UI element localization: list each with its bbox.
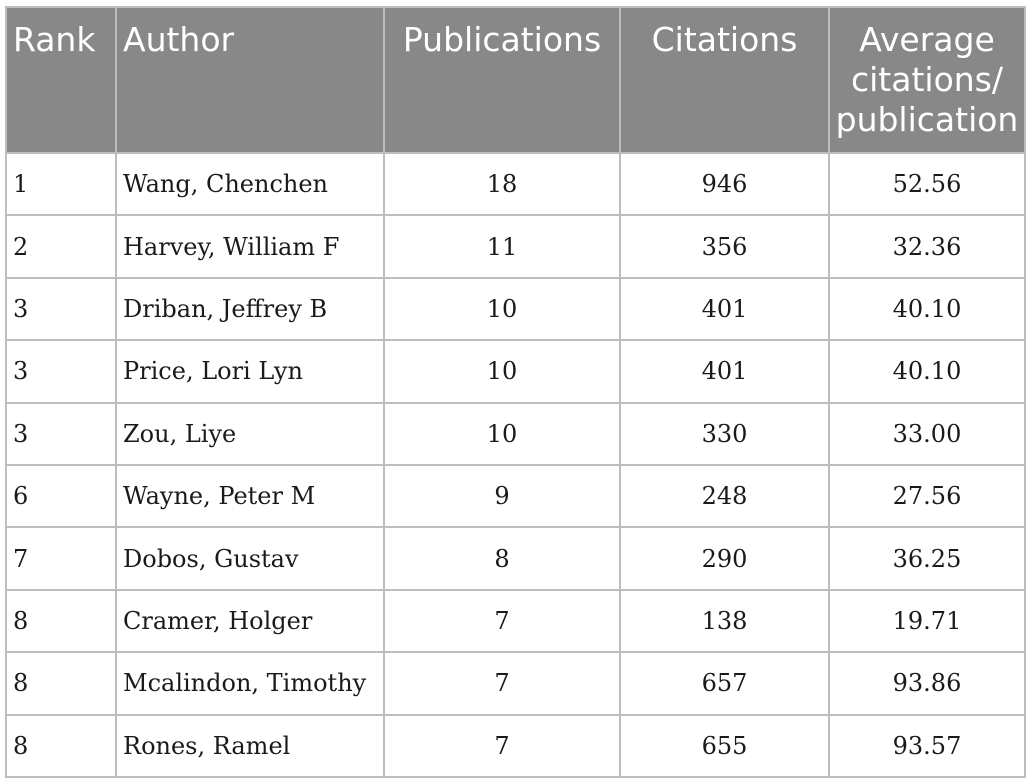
header-citations: Citations: [619, 6, 830, 154]
header-average-line-2: citations/: [851, 60, 1003, 99]
cell-publications: 7: [383, 588, 621, 654]
cell-citations: 401: [619, 339, 830, 404]
cell-average: 93.57: [828, 713, 1026, 778]
table-row: 3 Price, Lori Lyn 10 401 40.10: [5, 339, 1026, 404]
cell-average: 33.00: [828, 401, 1026, 466]
cell-citations: 138: [619, 588, 830, 654]
cell-rank: 3: [5, 401, 117, 466]
cell-average: 19.71: [828, 588, 1026, 654]
table-row: 8 Cramer, Holger 7 138 19.71: [5, 588, 1026, 654]
table-row: 3 Zou, Liye 10 330 33.00: [5, 401, 1026, 466]
cell-rank: 2: [5, 214, 117, 279]
cell-citations: 248: [619, 463, 830, 529]
cell-author: Driban, Jeffrey B: [115, 276, 385, 342]
header-rank: Rank: [5, 6, 117, 154]
header-average-line-3: publication: [835, 100, 1019, 139]
table-row: 7 Dobos, Gustav 8 290 36.25: [5, 526, 1026, 591]
cell-publications: 10: [383, 401, 621, 466]
cell-average: 27.56: [828, 463, 1026, 529]
cell-average: 52.56: [828, 151, 1026, 217]
author-ranking-table: Rank Author Publications Citations Avera…: [5, 6, 1026, 778]
cell-publications: 10: [383, 339, 621, 404]
cell-rank: 8: [5, 651, 117, 716]
cell-author: Zou, Liye: [115, 401, 385, 466]
cell-average: 40.10: [828, 339, 1026, 404]
cell-publications: 8: [383, 526, 621, 591]
cell-author: Wayne, Peter M: [115, 463, 385, 529]
cell-author: Harvey, William F: [115, 214, 385, 279]
cell-author: Cramer, Holger: [115, 588, 385, 654]
table-body: 1 Wang, Chenchen 18 946 52.56 2 Harvey, …: [5, 151, 1026, 778]
cell-publications: 7: [383, 651, 621, 716]
cell-citations: 655: [619, 713, 830, 778]
cell-citations: 401: [619, 276, 830, 342]
cell-publications: 18: [383, 151, 621, 217]
header-author: Author: [115, 6, 385, 154]
table-row: 1 Wang, Chenchen 18 946 52.56: [5, 151, 1026, 217]
cell-rank: 3: [5, 339, 117, 404]
header-average-line-1: Average: [859, 20, 995, 59]
cell-citations: 946: [619, 151, 830, 217]
table-header: Rank Author Publications Citations Avera…: [5, 6, 1026, 154]
header-average-citations: Average citations/ publication: [828, 6, 1026, 154]
cell-author: Mcalindon, Timothy: [115, 651, 385, 716]
cell-average: 32.36: [828, 214, 1026, 279]
header-row: Rank Author Publications Citations Avera…: [5, 6, 1026, 154]
cell-publications: 10: [383, 276, 621, 342]
header-publications: Publications: [383, 6, 621, 154]
cell-citations: 290: [619, 526, 830, 591]
cell-author: Rones, Ramel: [115, 713, 385, 778]
cell-author: Wang, Chenchen: [115, 151, 385, 217]
cell-publications: 7: [383, 713, 621, 778]
table-row: 8 Rones, Ramel 7 655 93.57: [5, 713, 1026, 778]
cell-rank: 8: [5, 713, 117, 778]
table-row: 3 Driban, Jeffrey B 10 401 40.10: [5, 276, 1026, 342]
cell-rank: 3: [5, 276, 117, 342]
cell-citations: 356: [619, 214, 830, 279]
cell-average: 40.10: [828, 276, 1026, 342]
table-row: 8 Mcalindon, Timothy 7 657 93.86: [5, 651, 1026, 716]
cell-author: Dobos, Gustav: [115, 526, 385, 591]
cell-rank: 7: [5, 526, 117, 591]
cell-rank: 6: [5, 463, 117, 529]
cell-publications: 9: [383, 463, 621, 529]
cell-average: 93.86: [828, 651, 1026, 716]
cell-citations: 657: [619, 651, 830, 716]
cell-rank: 8: [5, 588, 117, 654]
cell-average: 36.25: [828, 526, 1026, 591]
cell-rank: 1: [5, 151, 117, 217]
cell-citations: 330: [619, 401, 830, 466]
table-row: 2 Harvey, William F 11 356 32.36: [5, 214, 1026, 279]
cell-publications: 11: [383, 214, 621, 279]
cell-author: Price, Lori Lyn: [115, 339, 385, 404]
table-row: 6 Wayne, Peter M 9 248 27.56: [5, 463, 1026, 529]
